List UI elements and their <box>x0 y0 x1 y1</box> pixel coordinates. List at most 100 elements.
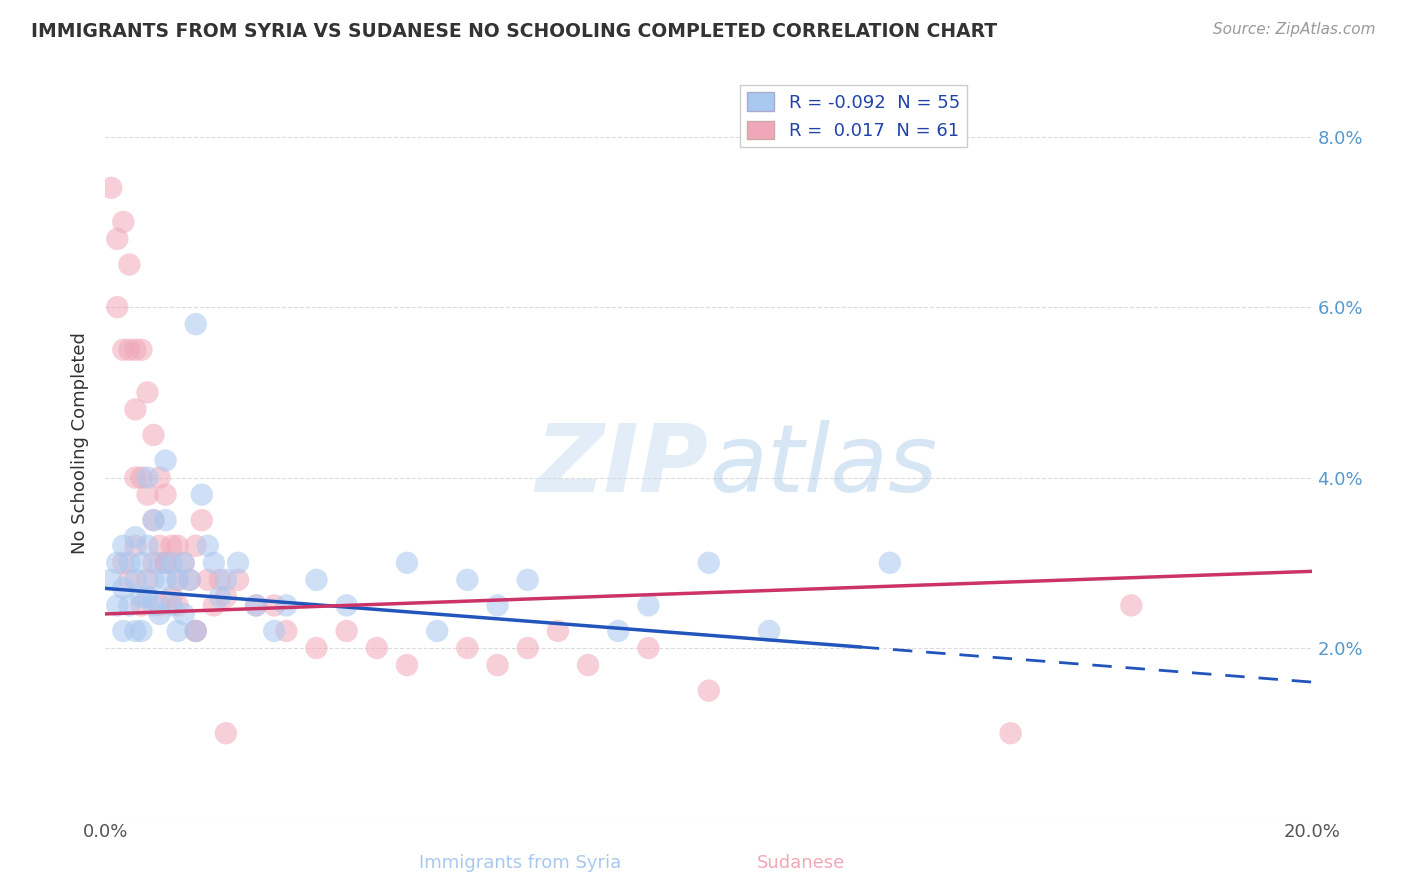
Point <box>276 624 298 638</box>
Point <box>1121 599 1143 613</box>
Point <box>305 640 328 655</box>
Point <box>245 599 267 613</box>
Point <box>215 590 238 604</box>
Point <box>637 599 659 613</box>
Point <box>124 402 146 417</box>
Point <box>112 539 135 553</box>
Y-axis label: No Schooling Completed: No Schooling Completed <box>72 333 89 555</box>
Point <box>226 573 249 587</box>
Point <box>184 624 207 638</box>
Point <box>879 556 901 570</box>
Point <box>366 640 388 655</box>
Point <box>136 590 159 604</box>
Point <box>516 573 538 587</box>
Point <box>112 215 135 229</box>
Point <box>184 624 207 638</box>
Point <box>486 658 509 673</box>
Point <box>179 573 201 587</box>
Point <box>456 640 478 655</box>
Point <box>136 539 159 553</box>
Point <box>142 428 165 442</box>
Point <box>697 556 720 570</box>
Point <box>124 470 146 484</box>
Point <box>758 624 780 638</box>
Point <box>105 556 128 570</box>
Point <box>263 624 285 638</box>
Point <box>142 599 165 613</box>
Point <box>426 624 449 638</box>
Point <box>131 624 153 638</box>
Point <box>1000 726 1022 740</box>
Point <box>148 599 170 613</box>
Point <box>160 539 183 553</box>
Point <box>100 181 122 195</box>
Point <box>112 556 135 570</box>
Point <box>118 258 141 272</box>
Point <box>112 343 135 357</box>
Text: Source: ZipAtlas.com: Source: ZipAtlas.com <box>1212 22 1375 37</box>
Point <box>516 640 538 655</box>
Point <box>215 726 238 740</box>
Point <box>155 556 177 570</box>
Point <box>305 573 328 587</box>
Point <box>112 624 135 638</box>
Point <box>191 488 214 502</box>
Point <box>142 513 165 527</box>
Point <box>155 556 177 570</box>
Point <box>160 556 183 570</box>
Point <box>245 599 267 613</box>
Point <box>148 556 170 570</box>
Point <box>155 513 177 527</box>
Point <box>179 573 201 587</box>
Text: ZIP: ZIP <box>536 420 709 512</box>
Point <box>607 624 630 638</box>
Point <box>166 539 188 553</box>
Point <box>197 573 219 587</box>
Point <box>160 599 183 613</box>
Point <box>395 556 418 570</box>
Point <box>136 573 159 587</box>
Point <box>148 607 170 621</box>
Point <box>136 470 159 484</box>
Point <box>697 683 720 698</box>
Point <box>166 573 188 587</box>
Point <box>105 300 128 314</box>
Point <box>166 599 188 613</box>
Point <box>142 513 165 527</box>
Point <box>155 453 177 467</box>
Point <box>184 624 207 638</box>
Point <box>136 385 159 400</box>
Point <box>124 624 146 638</box>
Point <box>336 624 359 638</box>
Point <box>155 573 177 587</box>
Point <box>202 556 225 570</box>
Point <box>486 599 509 613</box>
Point <box>166 624 188 638</box>
Point <box>131 470 153 484</box>
Point <box>124 573 146 587</box>
Point <box>142 573 165 587</box>
Point <box>155 488 177 502</box>
Point <box>112 582 135 596</box>
Point <box>173 556 195 570</box>
Point <box>118 343 141 357</box>
Text: Immigrants from Syria: Immigrants from Syria <box>419 855 621 872</box>
Point <box>124 530 146 544</box>
Point <box>263 599 285 613</box>
Point <box>148 470 170 484</box>
Text: Sudanese: Sudanese <box>758 855 845 872</box>
Point <box>184 317 207 331</box>
Point <box>576 658 599 673</box>
Point <box>395 658 418 673</box>
Point <box>105 599 128 613</box>
Point <box>547 624 569 638</box>
Text: IMMIGRANTS FROM SYRIA VS SUDANESE NO SCHOOLING COMPLETED CORRELATION CHART: IMMIGRANTS FROM SYRIA VS SUDANESE NO SCH… <box>31 22 997 41</box>
Point <box>136 488 159 502</box>
Point <box>124 539 146 553</box>
Point <box>208 590 231 604</box>
Point <box>131 599 153 613</box>
Point <box>118 556 141 570</box>
Point <box>191 513 214 527</box>
Point <box>166 573 188 587</box>
Point <box>131 590 153 604</box>
